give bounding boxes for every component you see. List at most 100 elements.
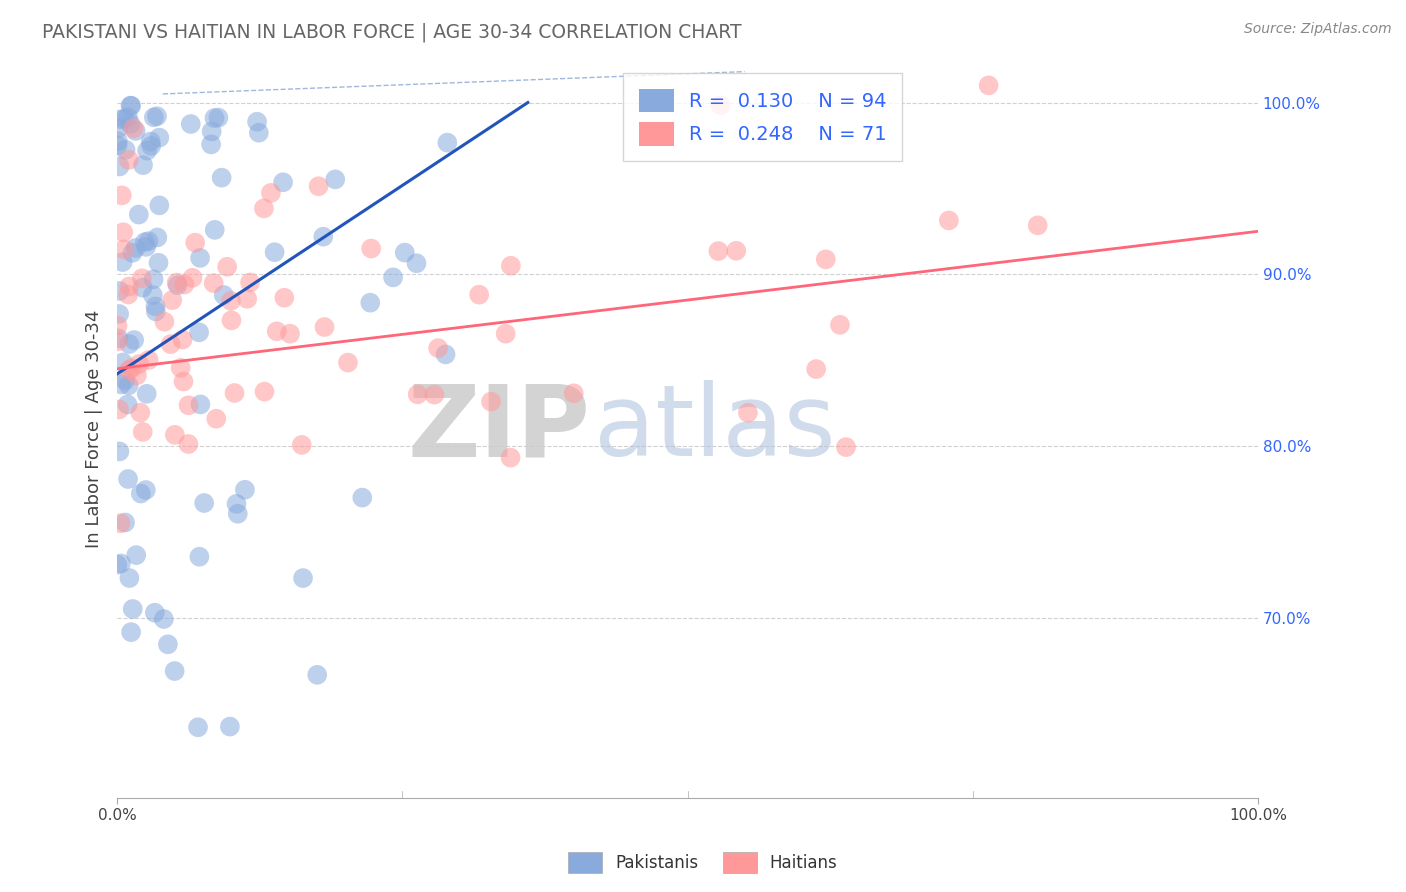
Point [118,153,141,167]
Point [107,331,129,345]
Point [107,138,129,153]
Point [110,516,132,531]
Point [219,293,242,308]
Point [122,333,145,347]
Point [111,355,134,369]
Point [108,284,131,298]
Point [224,386,246,401]
Point [226,507,249,521]
Point [120,625,142,640]
Text: atlas: atlas [593,380,835,477]
Point [291,438,314,452]
Point [187,720,209,734]
Point [117,397,139,411]
Point [108,402,131,417]
Point [135,483,157,497]
Point [212,288,235,302]
Point [117,287,139,301]
Point [131,271,153,285]
Point [142,272,165,286]
Point [142,288,165,302]
Point [737,406,759,420]
Text: Source: ZipAtlas.com: Source: ZipAtlas.com [1244,22,1392,37]
Point [219,720,242,734]
Point [142,111,165,125]
Point [120,99,142,113]
Point [246,114,269,128]
Point [314,320,336,334]
Point [107,318,129,333]
Point [124,124,146,138]
Point [360,242,382,256]
Point [436,136,458,150]
Point [107,334,129,349]
Point [121,602,143,616]
Point [145,304,167,318]
Point [710,98,733,112]
Point [122,121,145,136]
Point [468,287,491,301]
Point [148,256,170,270]
Point [139,135,162,149]
Point [211,170,233,185]
Point [145,300,167,314]
Point [405,256,427,270]
Point [193,496,215,510]
Point [205,411,228,425]
Point [114,373,136,387]
Point [121,361,143,376]
Point [120,117,142,131]
Point [125,368,148,383]
Point [128,357,150,371]
Point [260,186,283,200]
Point [169,360,191,375]
Point [139,139,162,153]
Point [190,397,212,411]
Point [266,324,288,338]
Point [434,347,457,361]
Point [725,244,748,258]
Point [184,235,207,250]
Point [499,450,522,465]
Point [200,137,222,152]
Point [217,260,239,274]
Point [134,235,156,249]
Point [153,612,176,626]
Point [112,112,135,126]
Point [135,386,157,401]
Point [562,386,585,401]
Point [247,126,270,140]
Point [159,337,181,351]
Point [108,160,131,174]
Point [108,444,131,458]
Point [263,245,285,260]
Point [835,440,858,454]
Point [221,313,243,327]
Y-axis label: In Labor Force | Age 30-34: In Labor Force | Age 30-34 [86,310,103,548]
Point [204,223,226,237]
Point [394,245,416,260]
Point [308,179,330,194]
Point [977,78,1000,93]
Point [938,213,960,227]
Point [181,270,204,285]
Point [479,394,502,409]
Point [121,245,143,260]
Point [499,259,522,273]
Point [128,208,150,222]
Point [163,664,186,678]
Legend: R =  0.130    N = 94, R =  0.248    N = 71: R = 0.130 N = 94, R = 0.248 N = 71 [623,73,903,161]
Point [114,143,136,157]
Point [233,483,256,497]
Point [253,384,276,399]
Point [173,277,195,292]
Point [382,270,405,285]
Point [278,326,301,341]
Point [146,109,169,123]
Point [110,377,132,392]
Point [188,549,211,564]
Point [273,291,295,305]
Point [107,121,129,136]
Point [148,130,170,145]
Point [271,175,294,189]
